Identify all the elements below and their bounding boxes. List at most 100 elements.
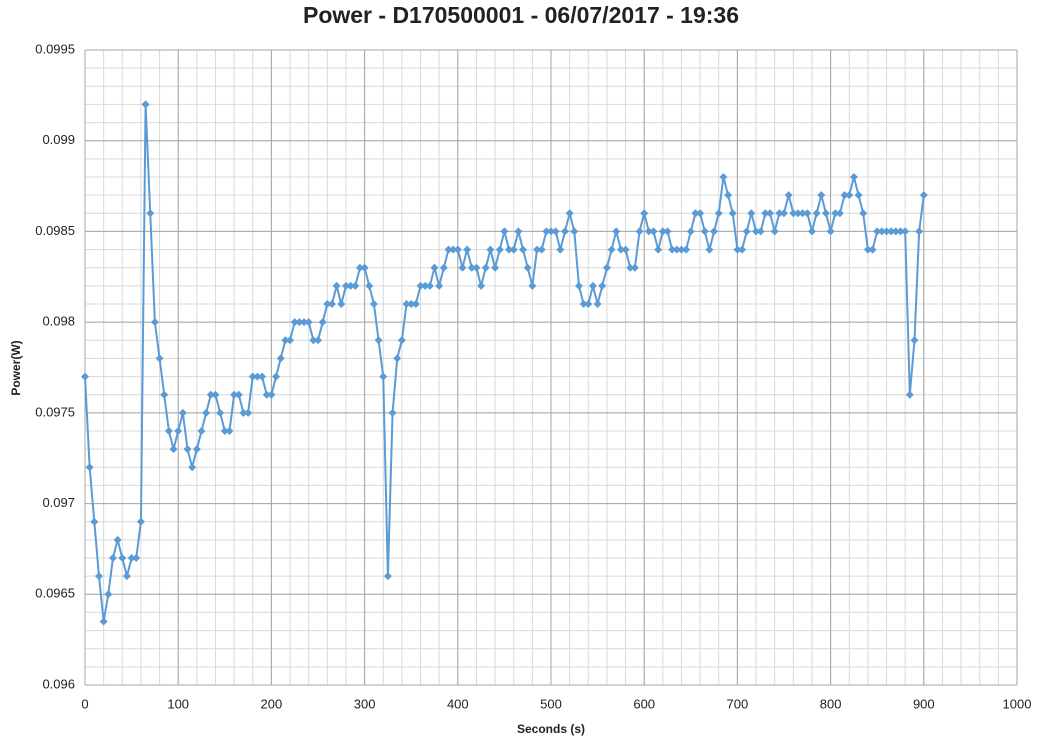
data-point: [85, 463, 94, 472]
data-point: [202, 408, 211, 417]
data-point: [905, 390, 914, 399]
y-tick-label: 0.099: [42, 132, 75, 147]
data-point: [374, 336, 383, 345]
data-point: [178, 408, 187, 417]
data-point: [463, 245, 472, 254]
data-point: [286, 336, 295, 345]
data-point: [505, 245, 514, 254]
data-point: [300, 318, 309, 327]
y-tick-label: 0.0985: [35, 223, 75, 238]
data-point: [416, 281, 425, 290]
data-point: [365, 281, 374, 290]
data-point: [780, 209, 788, 218]
data-point: [616, 245, 625, 254]
data-point: [514, 227, 523, 236]
data-point: [104, 590, 113, 599]
data-point: [341, 281, 350, 290]
x-tick-label: 1000: [1003, 696, 1032, 711]
data-point: [81, 372, 89, 381]
data-point: [560, 227, 569, 236]
data-point: [845, 191, 854, 200]
data-point: [588, 281, 597, 290]
data-point: [519, 245, 528, 254]
data-point: [579, 300, 588, 308]
data-point: [393, 354, 402, 363]
data-point: [141, 100, 150, 109]
y-tick-label: 0.096: [42, 676, 75, 691]
data-point: [887, 227, 896, 236]
data-point: [770, 227, 779, 236]
data-point: [453, 245, 462, 254]
data-point: [882, 227, 891, 236]
data-point: [430, 263, 439, 272]
data-point: [155, 354, 164, 363]
series-line: [84, 104, 925, 622]
x-tick-label: 900: [913, 696, 935, 711]
y-tick-label: 0.0995: [35, 41, 75, 56]
data-point: [132, 554, 141, 562]
data-point: [290, 318, 299, 327]
data-point: [677, 245, 686, 254]
data-point: [491, 263, 500, 272]
data-point: [724, 191, 733, 200]
data-point: [169, 445, 178, 454]
data-point: [174, 427, 183, 435]
data-point: [752, 227, 761, 236]
data-point: [654, 245, 663, 254]
data-point: [691, 209, 700, 218]
data-point: [467, 263, 476, 272]
data-point: [854, 191, 863, 200]
data-point: [346, 281, 355, 290]
data-point: [766, 209, 775, 218]
data-point: [877, 227, 886, 236]
data-point: [728, 209, 737, 218]
data-point: [533, 245, 542, 254]
data-point: [500, 227, 509, 236]
data-point: [873, 227, 882, 236]
data-point: [206, 390, 215, 399]
data-point: [258, 372, 267, 381]
data-point: [323, 300, 332, 308]
y-tick-label: 0.0965: [35, 586, 75, 601]
data-point: [896, 227, 905, 236]
data-point: [915, 227, 924, 236]
data-point: [551, 227, 560, 236]
data-point: [547, 227, 555, 236]
data-point: [239, 408, 248, 417]
data-point: [658, 227, 667, 236]
data-point: [602, 263, 611, 272]
data-point: [621, 245, 630, 254]
data-point: [831, 209, 840, 218]
data-point: [812, 209, 821, 218]
x-tick-label: 400: [447, 696, 469, 711]
data-point: [495, 245, 504, 254]
data-point: [849, 173, 858, 181]
data-point: [220, 427, 229, 435]
data-point: [537, 245, 546, 254]
data-point: [891, 227, 900, 236]
data-point: [197, 427, 206, 435]
data-point: [435, 281, 444, 290]
data-point: [835, 209, 844, 218]
data-point: [626, 263, 635, 272]
data-point: [784, 191, 793, 200]
data-point: [910, 336, 919, 345]
data-point: [379, 372, 388, 381]
data-point: [574, 281, 583, 290]
x-tick-label: 700: [727, 696, 749, 711]
data-point: [807, 227, 816, 236]
data-point: [407, 300, 416, 308]
data-point: [714, 209, 723, 218]
data-point: [863, 245, 872, 254]
data-point: [919, 191, 928, 200]
data-point: [486, 245, 495, 254]
data-point: [793, 209, 802, 218]
data-point: [556, 245, 565, 254]
data-point: [192, 445, 201, 454]
data-point: [248, 372, 257, 381]
data-point: [901, 227, 910, 236]
data-point: [756, 227, 765, 236]
x-tick-label: 0: [81, 696, 88, 711]
data-point: [644, 227, 653, 236]
data-point: [826, 227, 835, 236]
